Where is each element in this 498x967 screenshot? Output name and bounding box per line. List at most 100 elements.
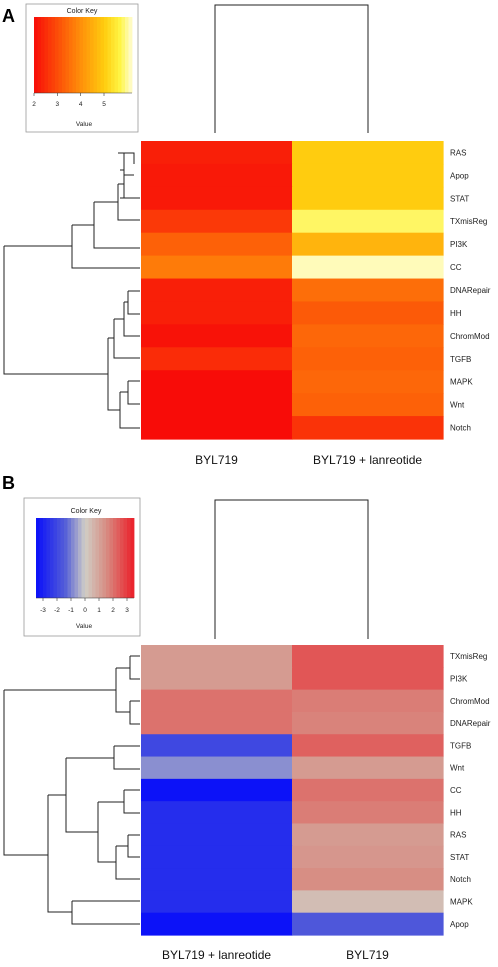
color-key-swatch [106, 518, 110, 598]
color-key-a-value-label: Value [76, 121, 93, 128]
heatmap-cell-hh-col2 [292, 801, 444, 825]
heatmap-cell-notch-col2 [292, 868, 444, 891]
color-key-swatch [86, 17, 91, 93]
color-key-swatch [113, 518, 117, 598]
color-key-swatch [43, 518, 47, 598]
heatmap-cell-cc-col1 [141, 778, 293, 802]
heatmap-cell-ras-col2 [292, 141, 444, 165]
color-key-swatch [104, 17, 108, 93]
row-label-tgfb: TGFB [450, 741, 471, 750]
row-label-hh: HH [450, 309, 462, 318]
heatmap-cell-mapk-col1 [141, 370, 293, 394]
row-label-apop: Apop [450, 171, 469, 180]
color-key-swatch [53, 518, 58, 598]
row-label-wnt: Wnt [450, 764, 465, 773]
heatmap-cell-pi3k-col1 [141, 232, 293, 257]
heatmap-cell-apop-col1 [141, 163, 293, 188]
heatmap-cell-dnarepair-col1 [141, 278, 293, 303]
color-key-swatch [114, 17, 119, 93]
column-dendrogram-a [214, 4, 369, 133]
heatmap-cell-pi3k-col2 [292, 667, 444, 691]
color-key-swatch [102, 518, 107, 598]
heatmap-cell-cc-col2 [292, 778, 444, 802]
color-key-b-ticks: -3 -2 -1 0 1 2 3 [36, 597, 134, 614]
heatmap-cell-notch-col1 [141, 868, 293, 891]
row-label-chrommod: ChromMod [450, 697, 490, 706]
color-key-swatch [34, 17, 38, 93]
color-key-swatch [120, 518, 124, 598]
color-key-tick-label: 2 [32, 101, 36, 108]
color-key-swatch [44, 17, 49, 93]
color-key-swatch [85, 518, 89, 598]
color-key-swatch [76, 17, 80, 93]
color-key-tick-label: 5 [102, 101, 106, 108]
heatmap-cell-stat-col1 [141, 845, 293, 869]
heatmap-cell-pi3k-col1 [141, 667, 293, 691]
heatmap-cell-mapk-col2 [292, 370, 444, 394]
color-key-swatch [55, 17, 59, 93]
color-key-swatch [37, 17, 42, 93]
color-key-b: Color Key -3 -2 -1 0 1 2 3 Value [23, 497, 141, 637]
color-key-swatch [116, 518, 121, 598]
color-key-swatch [83, 17, 87, 93]
row-label-dnarepair: DNARepair [450, 286, 491, 295]
heatmap-cell-pi3k-col2 [292, 232, 444, 257]
color-key-swatch [74, 518, 79, 598]
color-key-tick-label: 4 [79, 101, 83, 108]
heatmap-cell-apop-col2 [292, 912, 444, 936]
color-key-a-ticks: 2 3 4 5 [32, 92, 132, 108]
row-label-stat: STAT [450, 853, 469, 862]
row-label-ras: RAS [450, 831, 466, 840]
heatmap-cell-chrommod-col1 [141, 689, 293, 713]
heatmap-cell-stat-col2 [292, 845, 444, 869]
heatmap-a [141, 141, 444, 440]
color-key-tick-label: -2 [54, 607, 60, 614]
row-label-tgfb: TGFB [450, 355, 471, 364]
row-label-mapk: MAPK [450, 378, 473, 387]
heatmap-cell-wnt-col2 [292, 393, 444, 417]
row-label-ras: RAS [450, 148, 466, 157]
color-key-b-title: Color Key [71, 508, 102, 515]
heatmap-cell-tgfb-col1 [141, 347, 293, 371]
heatmap-cell-tgfb-col2 [292, 347, 444, 371]
color-key-tick-label: 1 [97, 607, 101, 614]
color-key-tick-label: 3 [125, 607, 129, 614]
row-label-notch: Notch [450, 875, 471, 884]
color-key-a-title: Color Key [67, 8, 98, 15]
row-label-mapk: MAPK [450, 898, 473, 907]
color-key-swatch [60, 518, 65, 598]
row-label-wnt: Wnt [450, 401, 465, 410]
heatmap-cell-dnarepair-col2 [292, 711, 444, 735]
heatmap-b [141, 645, 444, 936]
color-key-swatch [65, 17, 70, 93]
color-key-swatch [67, 518, 72, 598]
column-dendrogram-b [214, 499, 369, 639]
color-key-swatch [36, 518, 40, 598]
color-key-swatch [71, 518, 75, 598]
color-key-swatch [127, 518, 131, 598]
heatmap-cell-cc-col1 [141, 255, 293, 280]
color-key-tick-label: -1 [68, 607, 74, 614]
color-key-swatch [81, 518, 86, 598]
heatmap-cell-wnt-col1 [141, 756, 293, 780]
color-key-swatch [109, 518, 114, 598]
heatmap-cell-stat-col2 [292, 186, 444, 211]
heatmap-cell-hh-col1 [141, 801, 293, 825]
column-labels-b: BYL719 + lanreotide BYL719 [162, 948, 389, 962]
color-key-swatch [64, 518, 68, 598]
heatmap-cell-mapk-col2 [292, 890, 444, 914]
heatmap-cell-txmisreg-col2 [292, 645, 444, 668]
panel-a: A Color Key 2 3 4 5 Value RAS Apop STAT TXmisR… [2, 3, 491, 467]
color-key-swatch [90, 17, 94, 93]
heatmap-cell-hh-col2 [292, 301, 444, 325]
color-key-swatch [130, 518, 135, 598]
row-label-pi3k: PI3K [450, 240, 468, 249]
color-key-swatch [88, 518, 93, 598]
column-label-2: BYL719 + lanreotide [313, 453, 422, 467]
heatmap-cell-notch-col1 [141, 416, 293, 440]
heatmap-cell-notch-col2 [292, 416, 444, 440]
color-key-swatch [57, 518, 61, 598]
color-key-swatch [39, 518, 44, 598]
color-key-swatch [125, 17, 129, 93]
